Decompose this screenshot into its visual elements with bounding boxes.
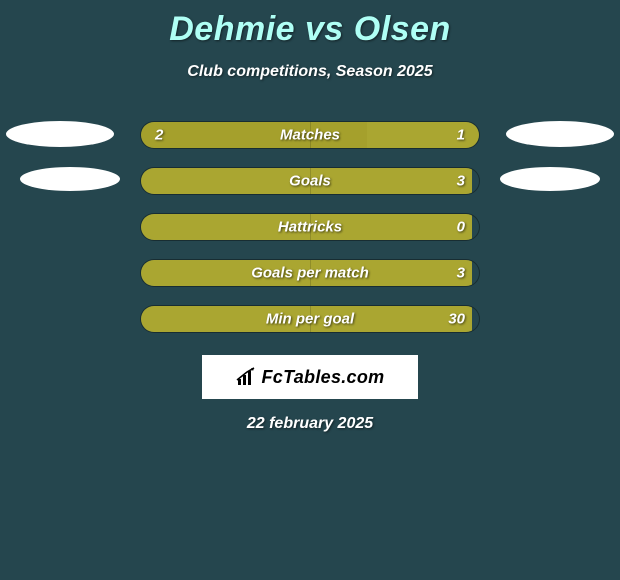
player-left-oval [20, 167, 120, 191]
stat-label: Min per goal [266, 311, 354, 328]
player-right-oval [500, 167, 600, 191]
stat-left-value: 2 [155, 127, 163, 144]
bar-chart-icon [236, 367, 258, 387]
stat-right-value: 30 [448, 311, 465, 328]
page-title: Dehmie vs Olsen [0, 0, 620, 49]
stat-row: Hattricks 0 [0, 213, 620, 241]
stat-row: Goals per match 3 [0, 259, 620, 287]
stat-label: Goals per match [251, 265, 369, 282]
subtitle: Club competitions, Season 2025 [0, 63, 620, 81]
stat-right-value: 0 [457, 219, 465, 236]
date-label: 22 february 2025 [0, 415, 620, 433]
stat-row: 2 Matches 1 [0, 121, 620, 149]
stat-rows: 2 Matches 1 Goals 3 [0, 121, 620, 333]
stat-right-value: 3 [457, 173, 465, 190]
stat-right-value: 3 [457, 265, 465, 282]
stat-label: Goals [289, 173, 331, 190]
stat-row: Min per goal 30 [0, 305, 620, 333]
stat-bar: Goals per match 3 [140, 259, 480, 287]
player-left-oval [6, 121, 114, 147]
fctables-logo: FcTables.com [202, 355, 418, 399]
stat-bar: Goals 3 [140, 167, 480, 195]
stat-label: Matches [280, 127, 340, 144]
stat-right-value: 1 [457, 127, 465, 144]
stat-bar: 2 Matches 1 [140, 121, 480, 149]
stat-bar: Hattricks 0 [140, 213, 480, 241]
player-right-oval [506, 121, 614, 147]
stat-bar: Min per goal 30 [140, 305, 480, 333]
stat-row: Goals 3 [0, 167, 620, 195]
comparison-infographic: Dehmie vs Olsen Club competitions, Seaso… [0, 0, 620, 433]
stat-label: Hattricks [278, 219, 342, 236]
logo-text: FcTables.com [262, 367, 385, 388]
